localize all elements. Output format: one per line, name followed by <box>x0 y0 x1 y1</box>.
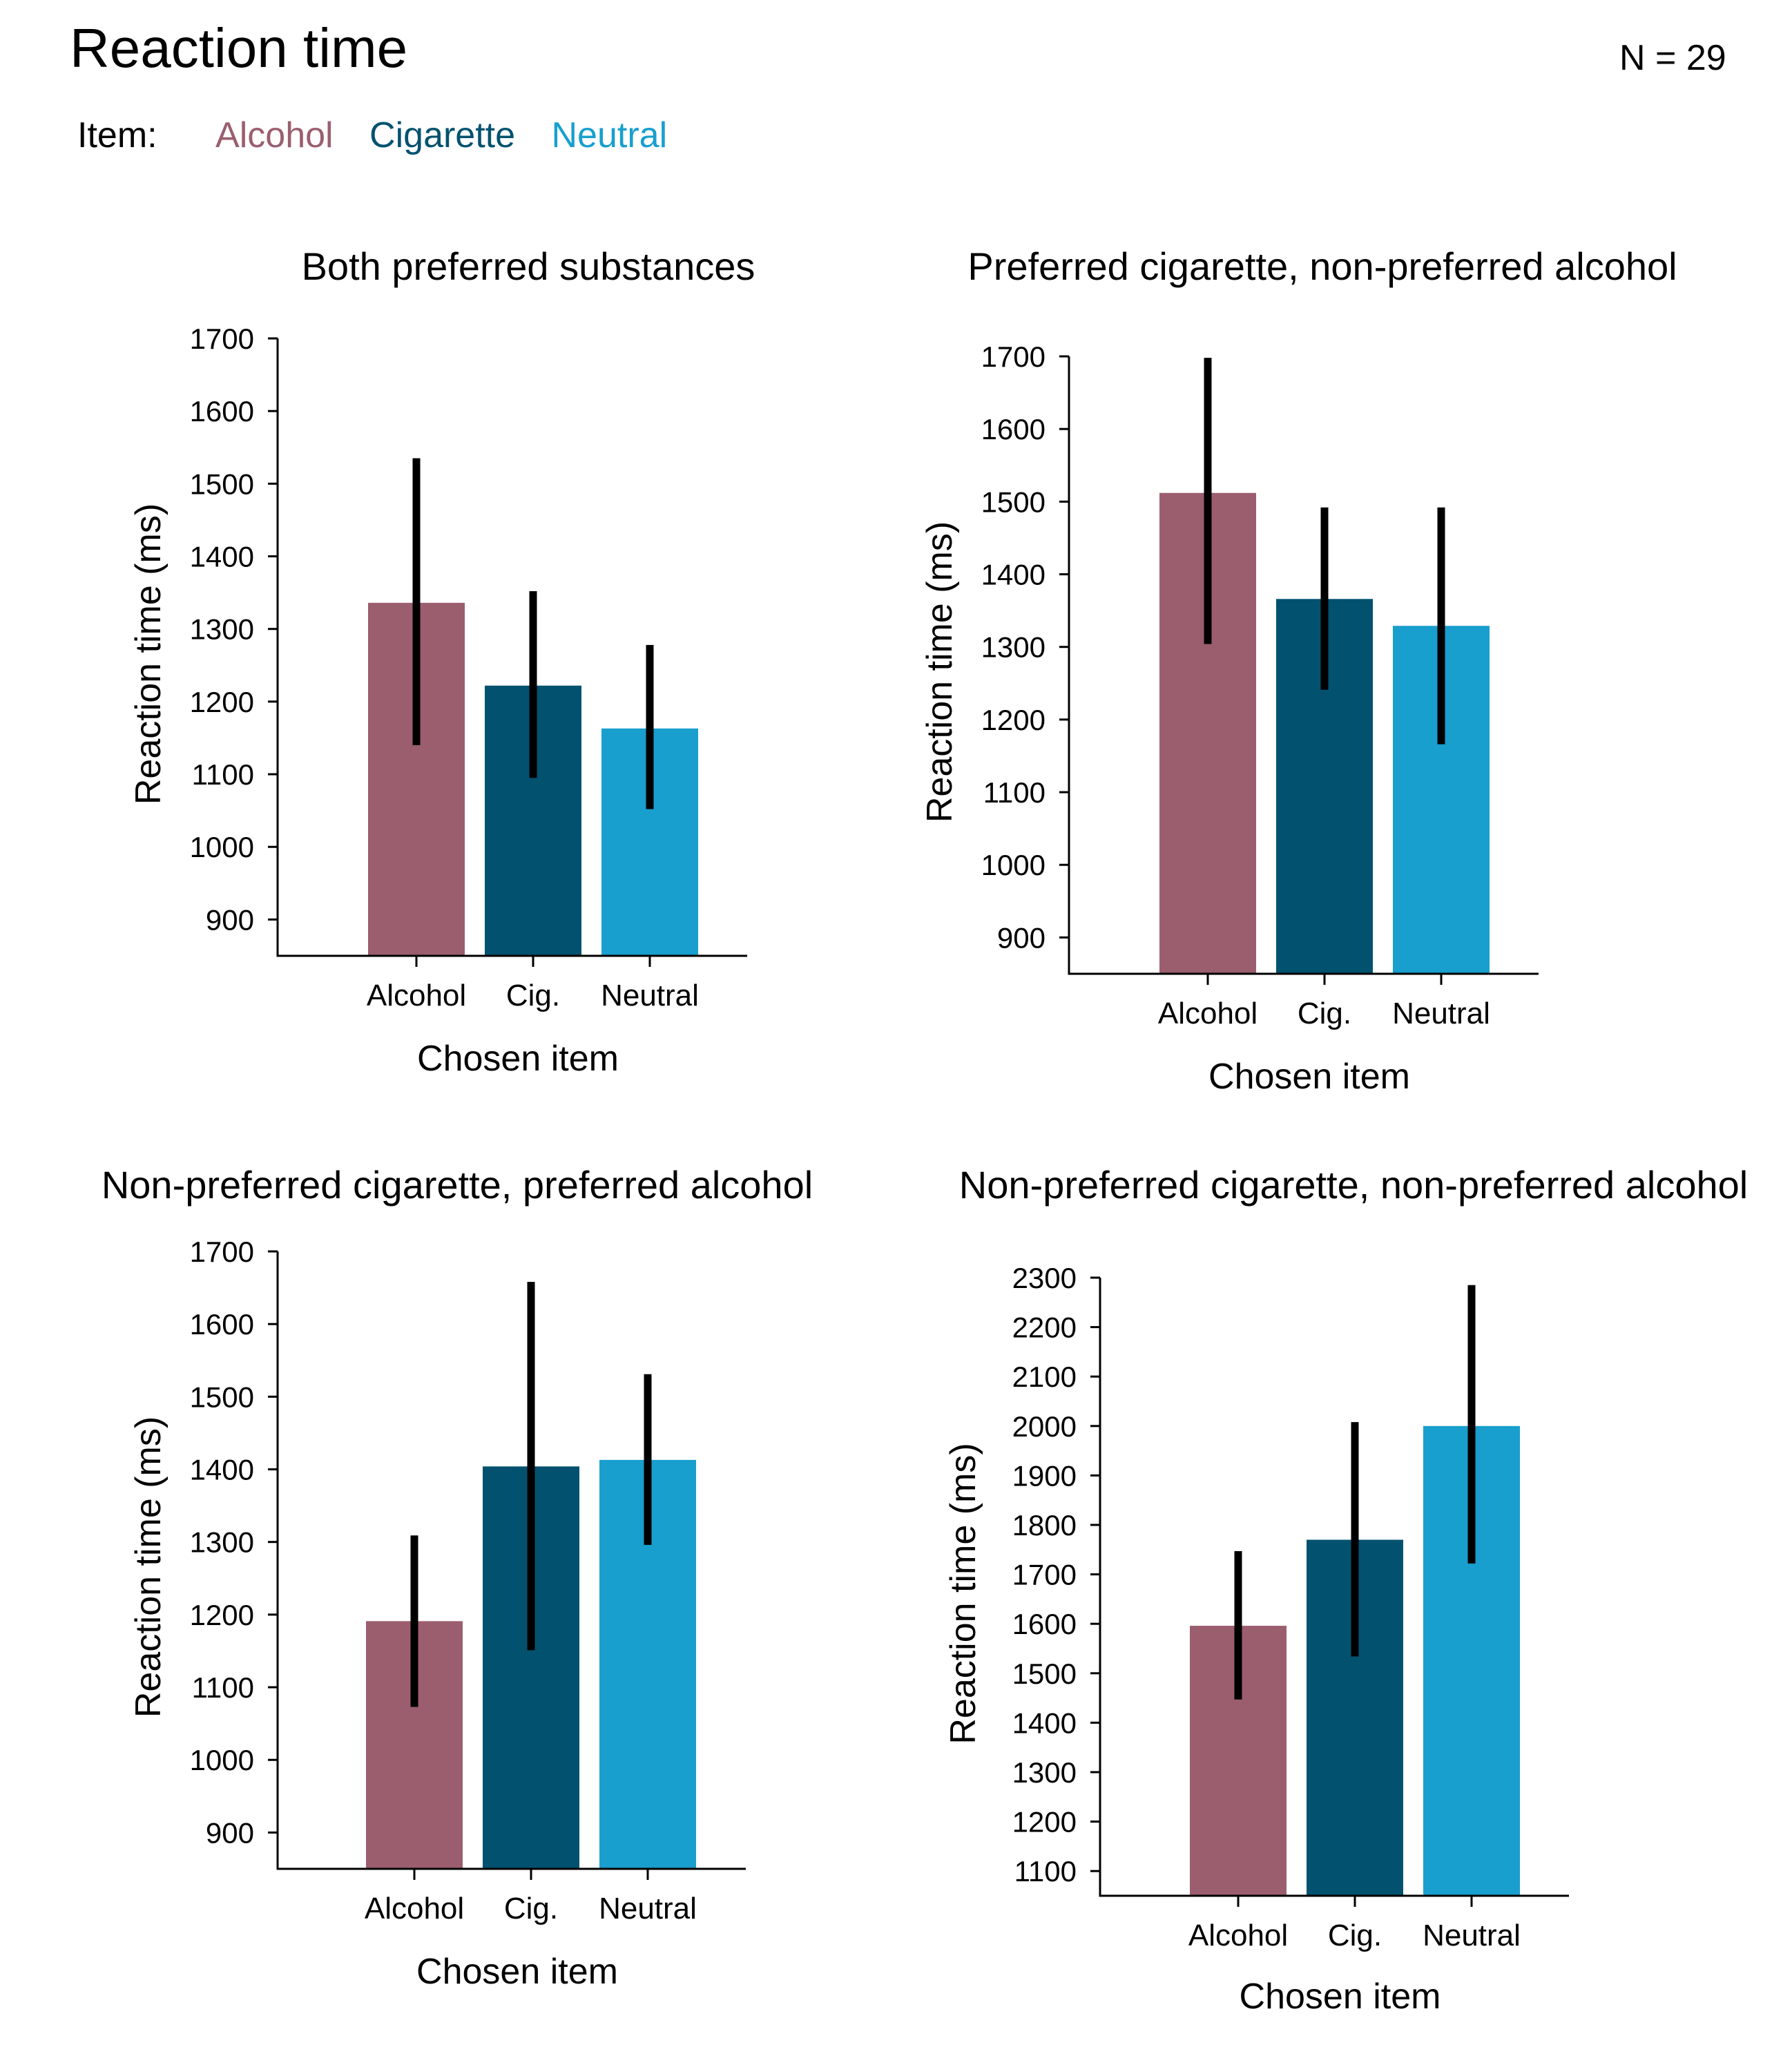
y-tick-label: 1500 <box>190 1381 254 1413</box>
y-tick-label: 1500 <box>981 486 1046 518</box>
x-tick-label: Neutral <box>601 979 699 1012</box>
y-tick-label: 1400 <box>1012 1707 1077 1739</box>
y-tick-label: 1100 <box>1014 1855 1077 1887</box>
chart-title: Non-preferred cigarette, non-preferred a… <box>959 1163 1748 1207</box>
x-axis-label: Chosen item <box>1240 1977 1441 2017</box>
y-axis-label: Reaction time (ms) <box>128 1416 168 1718</box>
y-axis-label: Reaction time (ms) <box>128 503 168 805</box>
x-tick-label: Alcohol <box>365 1892 464 1925</box>
y-tick-label: 1600 <box>981 413 1046 445</box>
y-tick-label: 1400 <box>981 559 1046 591</box>
x-tick-label: Neutral <box>599 1892 697 1925</box>
x-axis-label: Chosen item <box>417 1039 619 1079</box>
y-tick-label: 1600 <box>190 1308 254 1341</box>
y-tick-label: 1700 <box>1012 1559 1077 1591</box>
y-axis-label: Reaction time (ms) <box>920 521 960 823</box>
y-tick-label: 1200 <box>1012 1806 1077 1838</box>
y-tick-label: 900 <box>997 921 1046 954</box>
x-tick-label: Cig. <box>506 979 560 1012</box>
y-axis-label: Reaction time (ms) <box>943 1443 983 1744</box>
y-tick-label: 1000 <box>190 1744 254 1776</box>
y-tick-label: 1400 <box>190 541 254 573</box>
legend-item-alcohol: Alcohol <box>215 115 334 155</box>
y-tick-label: 2200 <box>1012 1312 1077 1344</box>
legend-item-cigarette: Cigarette <box>369 115 516 155</box>
y-tick-label: 1800 <box>1012 1509 1077 1541</box>
page-title: Reaction time <box>70 17 408 79</box>
legend-item-neutral: Neutral <box>551 115 668 155</box>
y-tick-label: 1600 <box>1012 1608 1077 1640</box>
chart-panel-2: Preferred cigarette, non-preferred alcoh… <box>920 244 1677 1097</box>
y-tick-label: 1700 <box>190 1236 254 1268</box>
y-tick-label: 1300 <box>981 631 1046 664</box>
y-tick-label: 1300 <box>190 613 254 646</box>
y-tick-label: 1500 <box>190 468 254 500</box>
x-tick-label: Neutral <box>1423 1919 1521 1952</box>
y-tick-label: 1100 <box>983 776 1046 809</box>
y-tick-label: 900 <box>206 903 254 936</box>
y-tick-label: 1000 <box>981 849 1046 881</box>
y-tick-label: 1500 <box>1012 1658 1077 1690</box>
y-tick-label: 2300 <box>1012 1262 1077 1294</box>
y-tick-label: 1200 <box>190 686 254 718</box>
y-tick-label: 1000 <box>190 831 254 863</box>
y-tick-label: 1100 <box>192 1671 254 1704</box>
y-tick-label: 2000 <box>1012 1410 1077 1443</box>
chart-title: Non-preferred cigarette, preferred alcoh… <box>102 1163 813 1207</box>
sample-size-label: N = 29 <box>1619 38 1726 78</box>
y-tick-label: 1300 <box>190 1526 254 1559</box>
chart-panel-1: Both preferred substances 900 1000 1100 1200… <box>128 244 755 1079</box>
chart-panel-4: Non-preferred cigarette, non-preferred a… <box>943 1163 1748 2017</box>
y-tick-label: 1200 <box>190 1599 254 1631</box>
x-tick-label: Alcohol <box>1158 997 1258 1030</box>
x-tick-label: Alcohol <box>1188 1919 1288 1952</box>
legend: Item: Alcohol Cigarette Neutral <box>77 117 693 153</box>
x-axis-label: Chosen item <box>1208 1057 1410 1097</box>
y-tick-label: 1300 <box>1012 1756 1077 1789</box>
x-tick-label: Neutral <box>1392 997 1490 1030</box>
x-tick-label: Cig. <box>1298 997 1351 1030</box>
y-tick-label: 1400 <box>190 1454 254 1486</box>
y-tick-label: 1100 <box>192 758 254 791</box>
y-tick-label: 900 <box>206 1816 254 1849</box>
x-axis-label: Chosen item <box>416 1952 618 1992</box>
y-tick-label: 1700 <box>981 340 1046 373</box>
x-tick-label: Cig. <box>1328 1919 1382 1952</box>
y-tick-label: 2100 <box>1012 1361 1077 1393</box>
x-tick-label: Cig. <box>504 1892 558 1925</box>
y-tick-label: 1900 <box>1012 1459 1077 1492</box>
chart-panel-3: Non-preferred cigarette, preferred alcoh… <box>102 1163 813 1992</box>
y-tick-label: 1600 <box>190 395 254 427</box>
y-tick-label: 1700 <box>190 323 254 355</box>
chart-title: Both preferred substances <box>302 244 755 288</box>
y-tick-label: 1200 <box>981 704 1046 736</box>
x-tick-label: Alcohol <box>367 979 466 1012</box>
legend-label: Item: <box>77 115 157 155</box>
chart-title: Preferred cigarette, non-preferred alcoh… <box>967 244 1677 288</box>
